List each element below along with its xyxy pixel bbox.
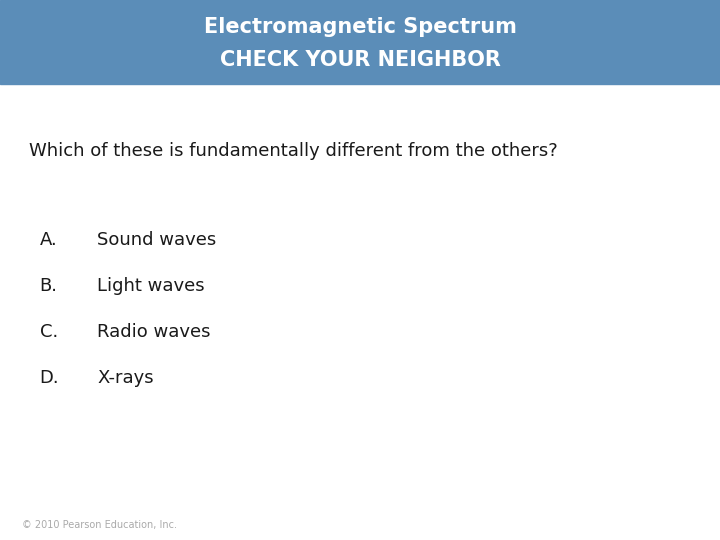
Text: © 2010 Pearson Education, Inc.: © 2010 Pearson Education, Inc. [22,520,176,530]
Text: D.: D. [40,369,59,387]
Text: Radio waves: Radio waves [97,323,211,341]
Text: B.: B. [40,277,58,295]
Text: C.: C. [40,323,58,341]
Text: Light waves: Light waves [97,277,204,295]
FancyBboxPatch shape [0,0,720,84]
Text: X-rays: X-rays [97,369,154,387]
Text: A.: A. [40,231,58,249]
Text: Which of these is fundamentally different from the others?: Which of these is fundamentally differen… [29,142,557,160]
Text: CHECK YOUR NEIGHBOR: CHECK YOUR NEIGHBOR [220,50,500,70]
Text: Sound waves: Sound waves [97,231,217,249]
Text: Electromagnetic Spectrum: Electromagnetic Spectrum [204,17,516,37]
